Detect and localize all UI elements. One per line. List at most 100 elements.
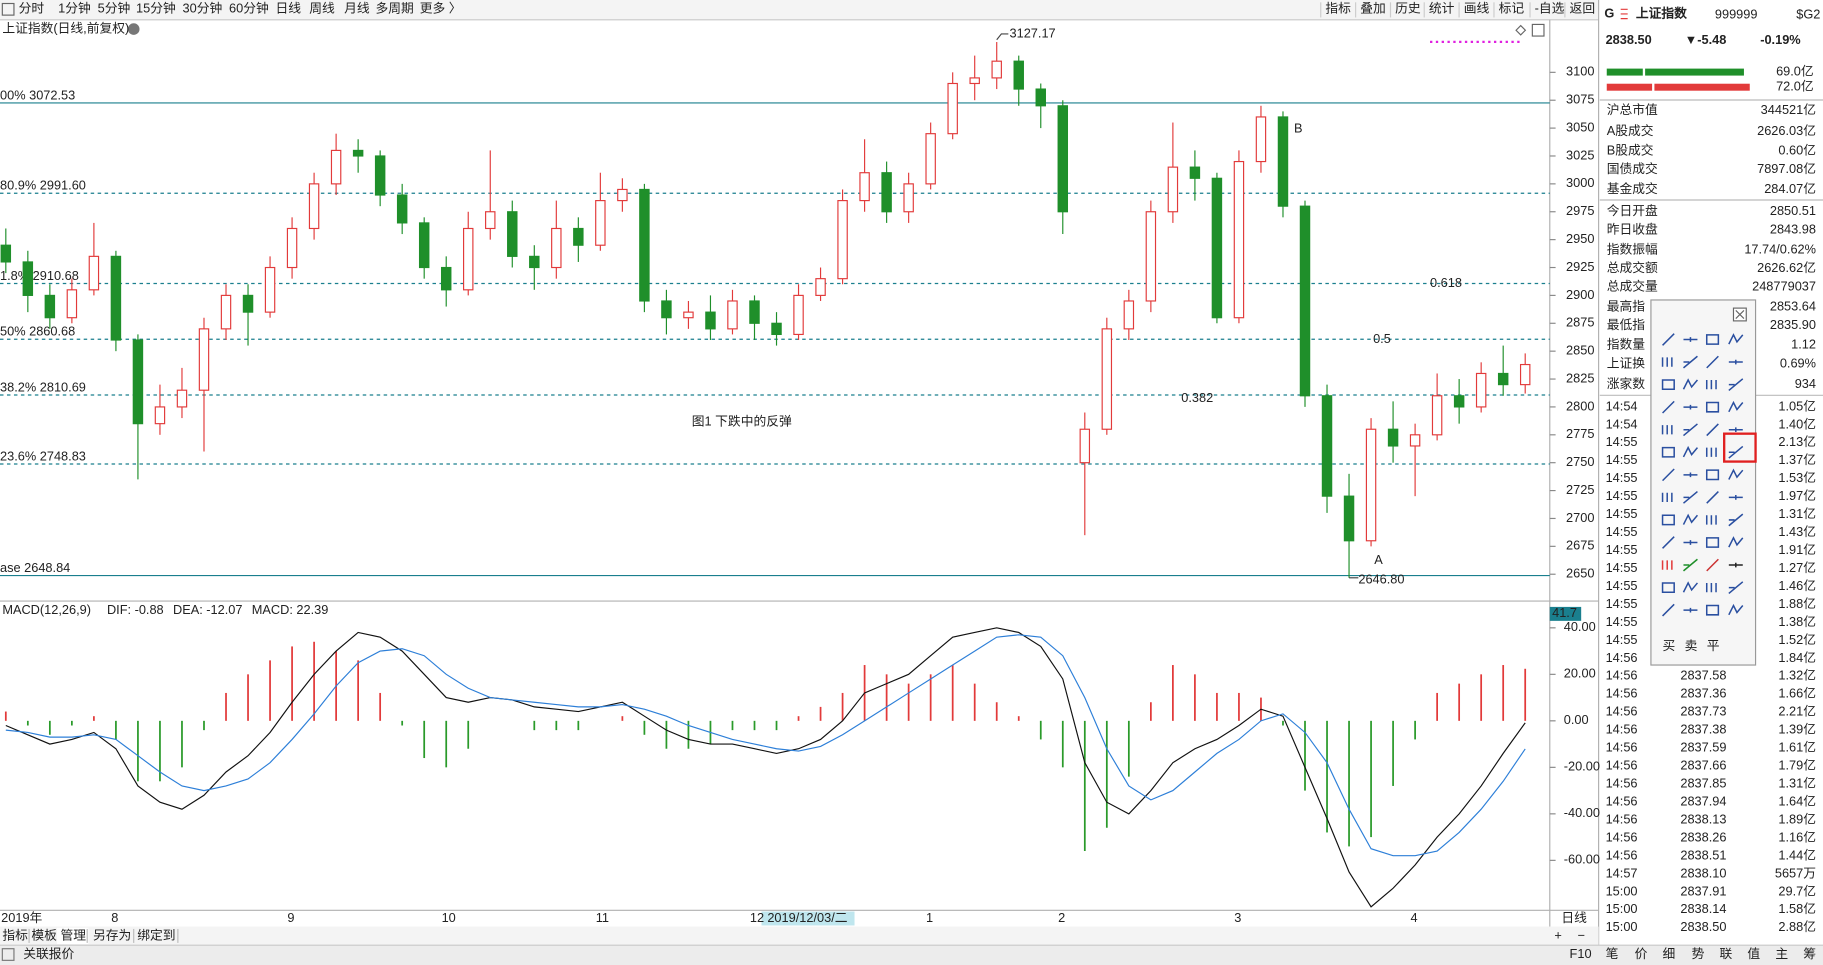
tool-button[interactable]: 叠加 xyxy=(1360,1,1386,16)
palette-tool[interactable] xyxy=(1662,603,1675,617)
side-tab[interactable]: 主 xyxy=(1775,946,1788,961)
palette-label[interactable]: 平 xyxy=(1707,638,1720,653)
palette-tool[interactable] xyxy=(1683,607,1698,613)
y-tick-label: 3000 xyxy=(1566,175,1594,190)
period-tab[interactable]: 更多 〉 xyxy=(420,1,462,16)
tool-button[interactable]: 返回 xyxy=(1570,1,1596,16)
palette-tool[interactable] xyxy=(1683,490,1698,504)
tool-button[interactable]: 统计 xyxy=(1429,1,1455,16)
palette-tool[interactable] xyxy=(1683,540,1698,545)
palette-tool[interactable] xyxy=(1682,378,1699,390)
palette-tool[interactable] xyxy=(1728,562,1743,568)
palette-label[interactable]: 卖 xyxy=(1685,638,1698,653)
palette-tool[interactable] xyxy=(1706,423,1719,437)
bottom-tab[interactable]: 绑定到 xyxy=(137,927,175,942)
palette-tool[interactable] xyxy=(1728,603,1744,616)
palette-tool[interactable] xyxy=(1661,425,1673,435)
palette-tool[interactable] xyxy=(1728,513,1744,527)
palette-tool[interactable] xyxy=(1683,404,1698,410)
candle-body xyxy=(617,188,628,202)
period-tab[interactable]: 30分钟 xyxy=(183,1,223,16)
palette-tool[interactable] xyxy=(1706,355,1719,369)
palette-tool[interactable] xyxy=(1705,469,1720,481)
palette-tool[interactable] xyxy=(1661,582,1675,594)
period-tab[interactable]: 月线 xyxy=(344,1,370,16)
palette-tool[interactable] xyxy=(1682,581,1699,593)
palette-tool[interactable] xyxy=(1728,495,1743,500)
tool-button[interactable]: 指标 xyxy=(1325,1,1351,16)
bottom-tab[interactable]: 另存为 xyxy=(93,927,131,942)
palette-tool[interactable] xyxy=(1683,558,1698,572)
palette-tool[interactable] xyxy=(1728,359,1743,365)
bottom-tab[interactable]: 模板 xyxy=(31,927,57,942)
palette-tool[interactable] xyxy=(1661,492,1673,503)
palette-tool[interactable] xyxy=(1662,333,1675,346)
side-tab[interactable]: 筹 xyxy=(1803,946,1816,961)
palette-tool[interactable] xyxy=(1728,333,1744,345)
palette-tool[interactable] xyxy=(1662,536,1675,549)
palette-tool[interactable] xyxy=(1662,400,1675,414)
palette-tool[interactable] xyxy=(1683,423,1698,437)
palette-tool[interactable] xyxy=(1683,337,1698,342)
palette-tool[interactable] xyxy=(1706,558,1719,572)
palette-tool[interactable] xyxy=(1728,400,1744,413)
bottom-tab[interactable]: 指标 xyxy=(2,927,28,942)
palette-tool[interactable] xyxy=(1661,379,1675,391)
palette-tool[interactable] xyxy=(1728,378,1744,392)
side-tab[interactable]: 笔 xyxy=(1606,946,1619,961)
tool-button[interactable]: 标记 xyxy=(1499,1,1525,16)
palette-tool[interactable] xyxy=(1682,445,1699,458)
period-tab[interactable]: 日线 xyxy=(276,1,302,16)
period-tab[interactable]: 60分钟 xyxy=(229,1,269,16)
side-tab[interactable]: 细 xyxy=(1663,946,1676,961)
palette-tool[interactable] xyxy=(1706,491,1719,504)
side-tab[interactable]: 价 xyxy=(1635,946,1648,961)
palette-tool[interactable] xyxy=(1705,379,1717,390)
zoom-in[interactable]: + xyxy=(1554,927,1561,942)
title-icon[interactable] xyxy=(127,23,140,35)
period-tab[interactable]: 周线 xyxy=(309,1,335,16)
palette-tool[interactable] xyxy=(1661,514,1675,526)
f10-button[interactable]: F10 xyxy=(1570,946,1592,961)
palette-tool[interactable] xyxy=(1705,401,1720,413)
period-tab[interactable]: 15分钟 xyxy=(136,1,176,16)
period-tab[interactable]: 1分钟 xyxy=(58,1,91,16)
palette-tool[interactable] xyxy=(1661,446,1675,458)
box-icon[interactable] xyxy=(1531,23,1545,37)
period-tab[interactable]: 分时 xyxy=(19,1,45,16)
palette-tool[interactable] xyxy=(1661,560,1673,570)
stat-value: 17.74/0.62% xyxy=(1744,241,1816,256)
side-tab[interactable]: 势 xyxy=(1692,946,1705,961)
diamond-icon[interactable] xyxy=(1515,24,1527,36)
palette-tool[interactable] xyxy=(1705,334,1720,345)
palette-tool[interactable] xyxy=(1705,447,1717,457)
palette-tool[interactable] xyxy=(1682,513,1699,525)
period-tab[interactable]: 5分钟 xyxy=(98,1,131,16)
palette-tool[interactable] xyxy=(1728,468,1744,480)
toolbar-icon[interactable] xyxy=(1,2,15,16)
palette-tool[interactable] xyxy=(1705,515,1717,525)
palette-tool[interactable] xyxy=(1728,536,1744,548)
y-tick-label: 2700 xyxy=(1566,510,1594,525)
y-tick-label: 2900 xyxy=(1566,287,1594,302)
side-tab[interactable]: 联 xyxy=(1720,946,1733,961)
bottom-tab[interactable]: 管理 xyxy=(60,927,86,942)
palette-tool[interactable] xyxy=(1705,537,1720,548)
palette-tool[interactable] xyxy=(1705,582,1717,593)
tool-button[interactable]: 画线 xyxy=(1464,1,1490,16)
palette-tool[interactable] xyxy=(1683,355,1698,369)
zoom-out[interactable]: − xyxy=(1578,927,1585,942)
tool-button[interactable]: -自选 xyxy=(1535,1,1565,16)
palette-tool[interactable] xyxy=(1728,427,1743,433)
palette-tool[interactable] xyxy=(1662,468,1675,482)
palette-tool[interactable] xyxy=(1661,357,1673,367)
candle-body xyxy=(903,183,914,213)
side-tab[interactable]: 值 xyxy=(1747,946,1760,961)
palette-tool[interactable] xyxy=(1728,445,1744,459)
period-tab[interactable]: 多周期 xyxy=(376,1,414,16)
palette-tool[interactable] xyxy=(1683,472,1698,478)
palette-label[interactable]: 买 xyxy=(1663,638,1676,653)
tool-button[interactable]: 历史 xyxy=(1395,1,1421,16)
palette-tool[interactable] xyxy=(1705,604,1720,616)
palette-tool[interactable] xyxy=(1728,581,1744,594)
